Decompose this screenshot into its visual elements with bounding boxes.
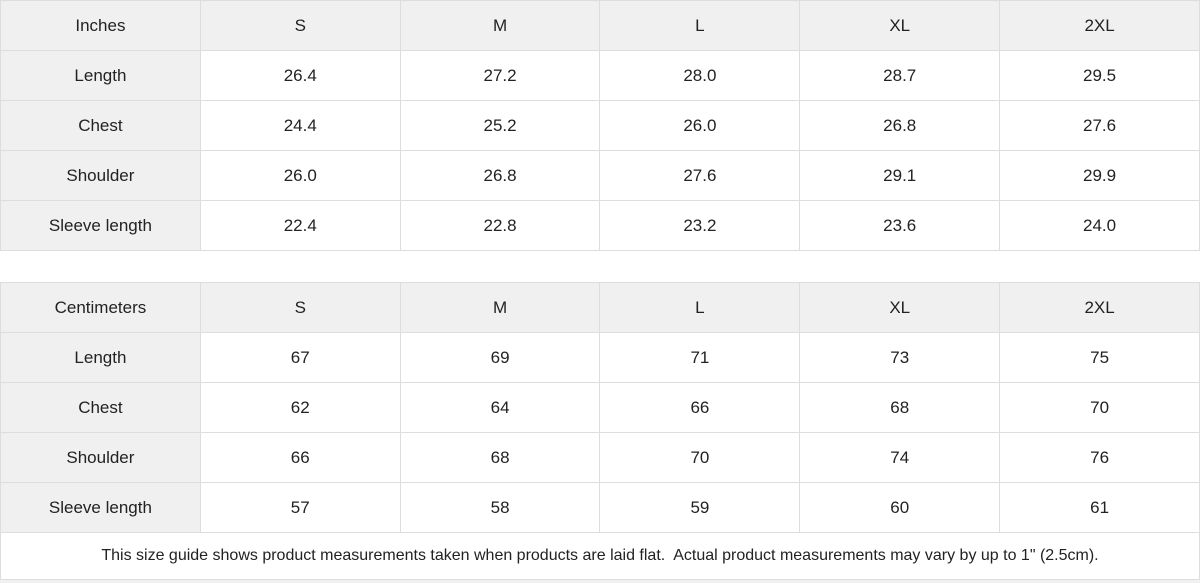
measurement-cell: 73 (799, 332, 1001, 383)
measurement-cell: 29.5 (999, 50, 1200, 101)
measurement-cell: 26.8 (399, 150, 601, 201)
inches-row-length: Length 26.4 27.2 28.0 28.7 29.5 (0, 50, 1200, 101)
inches-col-header-l: L (599, 0, 801, 51)
inches-col-header-s: S (199, 0, 401, 51)
centimeters-size-table: Centimeters S M L XL 2XL Length 67 69 71… (0, 282, 1200, 533)
inches-size-table: Inches S M L XL 2XL Length 26.4 27.2 28.… (0, 0, 1200, 251)
measurement-cell: 24.4 (199, 100, 401, 151)
inches-col-header-m: M (399, 0, 601, 51)
measurement-cell: 64 (399, 382, 601, 433)
row-label-sleeve-length: Sleeve length (0, 200, 201, 251)
measurement-cell: 60 (799, 482, 1001, 533)
measurement-cell: 67 (199, 332, 401, 383)
row-label-chest: Chest (0, 100, 201, 151)
centimeters-row-length: Length 67 69 71 73 75 (0, 332, 1200, 383)
measurement-cell: 70 (999, 382, 1200, 433)
measurement-cell: 26.4 (199, 50, 401, 101)
measurement-cell: 76 (999, 432, 1200, 483)
measurement-cell: 26.0 (199, 150, 401, 201)
measurement-cell: 75 (999, 332, 1200, 383)
inches-row-shoulder: Shoulder 26.0 26.8 27.6 29.1 29.9 (0, 150, 1200, 201)
measurement-cell: 66 (199, 432, 401, 483)
measurement-cell: 61 (999, 482, 1200, 533)
measurement-cell: 68 (399, 432, 601, 483)
measurement-cell: 58 (399, 482, 601, 533)
inches-header-row: Inches S M L XL 2XL (0, 0, 1200, 51)
measurement-cell: 74 (799, 432, 1001, 483)
measurement-cell: 24.0 (999, 200, 1200, 251)
measurement-cell: 26.0 (599, 100, 801, 151)
row-label-length: Length (0, 50, 201, 101)
row-label-shoulder: Shoulder (0, 150, 201, 201)
centimeters-col-header-2xl: 2XL (999, 282, 1200, 333)
row-label-length: Length (0, 332, 201, 383)
measurement-cell: 27.6 (999, 100, 1200, 151)
centimeters-col-header-m: M (399, 282, 601, 333)
centimeters-row-shoulder: Shoulder 66 68 70 74 76 (0, 432, 1200, 483)
centimeters-unit-header: Centimeters (0, 282, 201, 333)
centimeters-col-header-s: S (199, 282, 401, 333)
measurement-cell: 27.6 (599, 150, 801, 201)
measurement-cell: 66 (599, 382, 801, 433)
centimeters-row-chest: Chest 62 64 66 68 70 (0, 382, 1200, 433)
inches-unit-header: Inches (0, 0, 201, 51)
inches-col-header-2xl: 2XL (999, 0, 1200, 51)
row-label-chest: Chest (0, 382, 201, 433)
measurement-cell: 26.8 (799, 100, 1001, 151)
inches-row-chest: Chest 24.4 25.2 26.0 26.8 27.6 (0, 100, 1200, 151)
row-label-shoulder: Shoulder (0, 432, 201, 483)
measurement-cell: 57 (199, 482, 401, 533)
measurement-cell: 22.8 (399, 200, 601, 251)
measurement-cell: 22.4 (199, 200, 401, 251)
measurement-cell: 28.0 (599, 50, 801, 101)
inches-col-header-xl: XL (799, 0, 1001, 51)
centimeters-row-sleeve-length: Sleeve length 57 58 59 60 61 (0, 482, 1200, 533)
measurement-cell: 29.9 (999, 150, 1200, 201)
measurement-cell: 23.2 (599, 200, 801, 251)
measurement-cell: 69 (399, 332, 601, 383)
row-label-sleeve-length: Sleeve length (0, 482, 201, 533)
measurement-cell: 70 (599, 432, 801, 483)
measurement-cell: 27.2 (399, 50, 601, 101)
measurement-cell: 62 (199, 382, 401, 433)
measurement-cell: 68 (799, 382, 1001, 433)
size-guide-disclaimer: This size guide shows product measuremen… (0, 533, 1200, 580)
measurement-cell: 29.1 (799, 150, 1001, 201)
table-gap (0, 251, 1200, 282)
measurement-cell: 59 (599, 482, 801, 533)
measurement-cell: 25.2 (399, 100, 601, 151)
centimeters-col-header-xl: XL (799, 282, 1001, 333)
centimeters-header-row: Centimeters S M L XL 2XL (0, 282, 1200, 333)
measurement-cell: 23.6 (799, 200, 1001, 251)
inches-row-sleeve-length: Sleeve length 22.4 22.8 23.2 23.6 24.0 (0, 200, 1200, 251)
measurement-cell: 71 (599, 332, 801, 383)
measurement-cell: 28.7 (799, 50, 1001, 101)
centimeters-col-header-l: L (599, 282, 801, 333)
